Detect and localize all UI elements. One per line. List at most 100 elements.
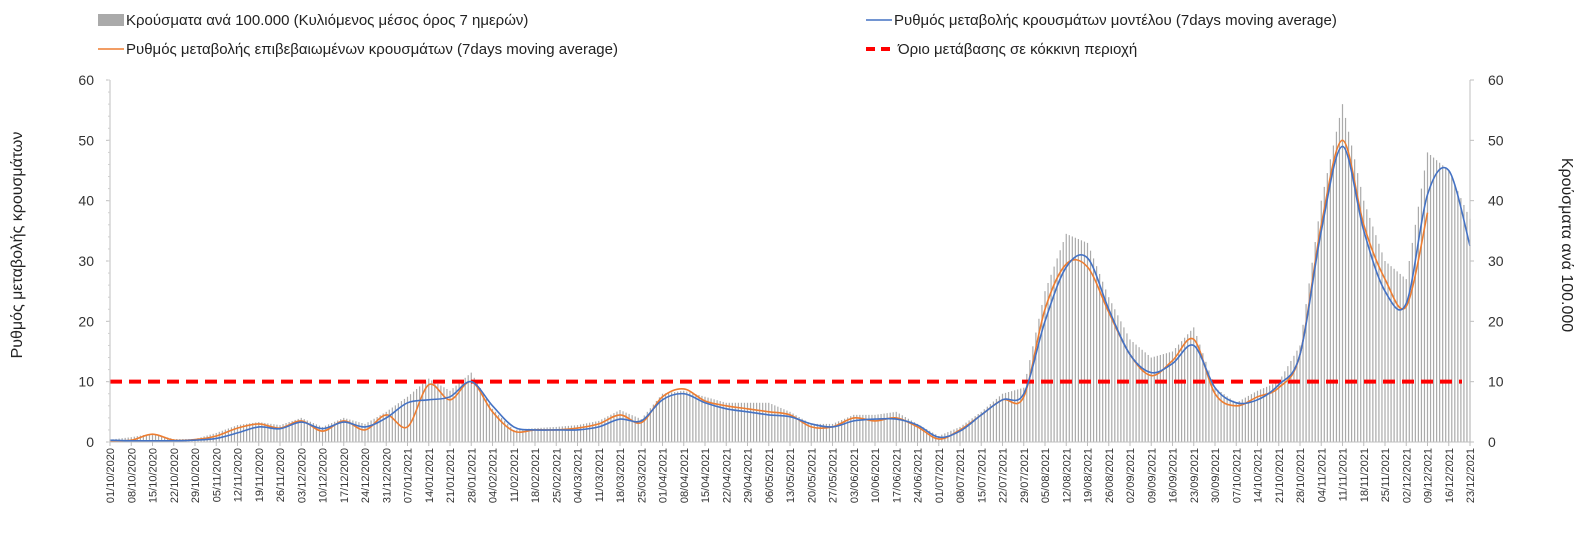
bar bbox=[1259, 389, 1262, 442]
bar bbox=[1457, 191, 1459, 442]
bar bbox=[622, 411, 624, 442]
bar bbox=[1156, 355, 1158, 442]
bar bbox=[148, 434, 151, 442]
bar bbox=[1275, 382, 1277, 442]
bar bbox=[364, 423, 366, 442]
bar bbox=[971, 418, 973, 442]
bar bbox=[564, 426, 566, 442]
y-tick-label-left: 30 bbox=[78, 253, 94, 269]
bar bbox=[819, 423, 821, 442]
bar bbox=[491, 408, 494, 442]
bar bbox=[1399, 273, 1401, 442]
bar bbox=[1141, 349, 1143, 442]
bar bbox=[531, 428, 533, 442]
bar bbox=[716, 400, 718, 442]
bar bbox=[349, 419, 351, 442]
bar bbox=[1232, 400, 1234, 442]
bar bbox=[485, 398, 488, 442]
bar bbox=[674, 392, 676, 442]
bar bbox=[1317, 221, 1319, 442]
bar bbox=[868, 414, 870, 442]
x-tick-label: 05/11/2020 bbox=[211, 448, 223, 502]
bar bbox=[680, 391, 682, 442]
bar bbox=[1117, 315, 1119, 442]
bar bbox=[1329, 159, 1331, 443]
bar bbox=[334, 421, 336, 442]
bar bbox=[795, 415, 797, 442]
x-tick-label: 19/11/2020 bbox=[254, 448, 266, 502]
bar bbox=[804, 420, 806, 442]
bar bbox=[428, 378, 430, 442]
bar bbox=[1174, 348, 1177, 442]
x-tick-label: 29/07/2021 bbox=[1019, 448, 1031, 503]
bar bbox=[1332, 145, 1334, 442]
bar bbox=[1253, 392, 1256, 442]
bar bbox=[452, 388, 454, 442]
bar bbox=[1187, 334, 1189, 442]
bar bbox=[649, 408, 651, 442]
bar bbox=[282, 424, 284, 442]
bar bbox=[856, 414, 858, 442]
bar bbox=[1184, 337, 1186, 442]
bar bbox=[513, 429, 515, 442]
bar bbox=[276, 424, 278, 442]
x-tick-label: 21/10/2021 bbox=[1274, 448, 1286, 503]
bar bbox=[437, 383, 439, 442]
bar bbox=[777, 406, 779, 442]
x-tick-label: 09/09/2021 bbox=[1146, 448, 1158, 503]
x-tick-label: 26/11/2020 bbox=[275, 448, 287, 502]
bar bbox=[886, 413, 888, 442]
x-tick-label: 02/12/2021 bbox=[1401, 448, 1413, 503]
bar bbox=[1426, 152, 1429, 442]
bar bbox=[1454, 184, 1456, 443]
x-tick-label: 24/12/2020 bbox=[360, 448, 372, 503]
x-tick-label: 15/10/2020 bbox=[148, 448, 160, 503]
bar bbox=[370, 420, 372, 442]
bar bbox=[601, 419, 603, 442]
bar bbox=[707, 397, 709, 442]
bar bbox=[962, 424, 964, 442]
bar bbox=[1247, 395, 1249, 442]
bar bbox=[895, 411, 897, 442]
bar bbox=[692, 393, 694, 442]
x-tick-label: 18/02/2021 bbox=[530, 448, 542, 503]
y-tick-label-right: 30 bbox=[1488, 253, 1504, 269]
bar bbox=[616, 411, 618, 442]
bar bbox=[1372, 226, 1374, 442]
bar bbox=[1375, 235, 1377, 442]
bar bbox=[865, 414, 867, 442]
model-rate-line bbox=[109, 145, 1471, 442]
bar bbox=[255, 422, 257, 442]
bar bbox=[482, 393, 484, 442]
bar bbox=[1299, 345, 1301, 442]
bar bbox=[1114, 309, 1116, 442]
bar bbox=[1029, 360, 1031, 442]
bar bbox=[749, 402, 752, 442]
bar bbox=[661, 393, 664, 442]
bar bbox=[291, 420, 293, 442]
bar bbox=[252, 422, 254, 442]
x-tick-label: 08/04/2021 bbox=[679, 448, 691, 503]
bar bbox=[504, 420, 506, 442]
bar-series bbox=[109, 104, 1471, 443]
bar bbox=[1335, 131, 1338, 442]
bar bbox=[1105, 289, 1107, 442]
bar bbox=[543, 427, 545, 442]
bar bbox=[352, 420, 354, 442]
bar bbox=[497, 414, 500, 442]
bar bbox=[980, 411, 982, 442]
bar bbox=[1241, 399, 1243, 442]
bar bbox=[892, 412, 894, 442]
bar bbox=[592, 422, 594, 442]
y-tick-label-left: 50 bbox=[78, 132, 94, 148]
bar bbox=[1190, 330, 1192, 442]
bar bbox=[874, 414, 876, 442]
bar bbox=[598, 420, 600, 442]
bar bbox=[270, 423, 272, 442]
y-tick-label-right: 0 bbox=[1488, 434, 1496, 450]
bar bbox=[1360, 186, 1362, 442]
bar bbox=[655, 400, 658, 442]
x-tick-label: 15/04/2021 bbox=[700, 448, 712, 503]
legend-swatch bbox=[98, 14, 124, 26]
